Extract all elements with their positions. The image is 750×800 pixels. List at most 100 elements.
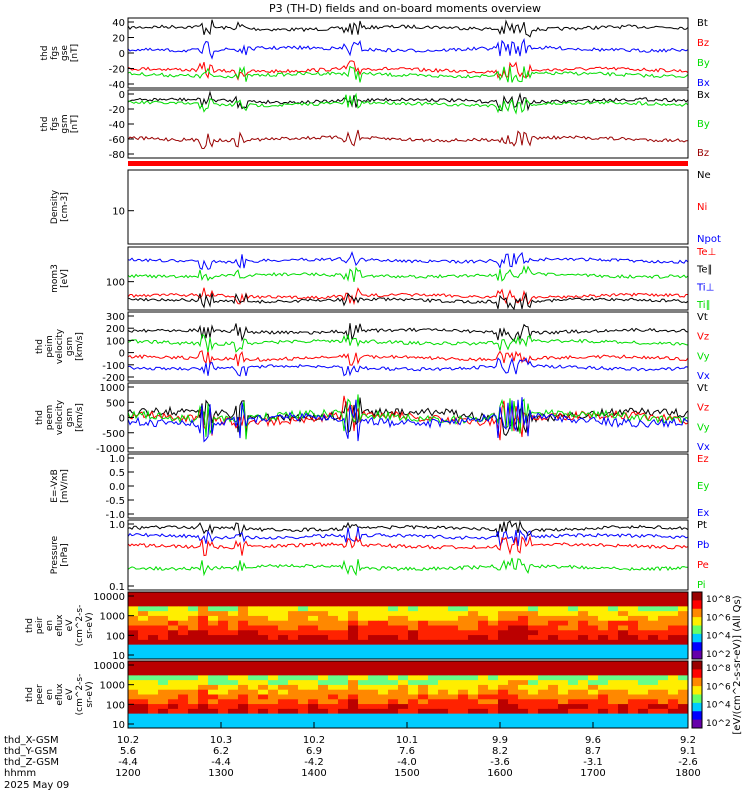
heatmap-cell bbox=[238, 713, 249, 719]
heatmap-cell bbox=[348, 601, 359, 607]
heatmap-cell bbox=[668, 644, 679, 650]
heatmap-cell bbox=[328, 601, 339, 607]
heatmap-cell bbox=[378, 704, 389, 710]
heatmap-cell bbox=[188, 644, 199, 650]
colorbar-tick: 10^8 bbox=[706, 664, 731, 674]
heatmap-cell bbox=[668, 635, 679, 641]
heatmap-cell bbox=[508, 689, 519, 695]
heatmap-cell bbox=[478, 620, 489, 626]
heatmap-cell bbox=[378, 723, 389, 729]
heatmap-cell bbox=[488, 620, 499, 626]
heatmap-cell bbox=[248, 639, 259, 646]
heatmap-cell bbox=[268, 606, 279, 612]
heatmap-cell bbox=[518, 596, 529, 603]
heatmap-cell bbox=[188, 661, 199, 667]
heatmap-cell bbox=[538, 723, 549, 729]
heatmap-cell bbox=[198, 644, 209, 650]
heatmap-cell bbox=[378, 601, 389, 607]
heatmap-cell bbox=[328, 606, 339, 612]
heatmap-cell bbox=[288, 665, 299, 672]
heatmap-cell bbox=[428, 699, 439, 705]
y-label-line: eflux bbox=[55, 683, 65, 706]
heatmap-cell bbox=[558, 675, 569, 681]
panel-frame bbox=[127, 660, 689, 729]
heatmap-cell bbox=[588, 649, 599, 655]
heatmap-cell bbox=[598, 684, 609, 691]
heatmap-cell bbox=[288, 625, 299, 631]
heatmap-cell bbox=[438, 713, 449, 719]
heatmap-cell bbox=[128, 680, 139, 686]
heatmap-cell bbox=[678, 694, 689, 700]
y-label-line: eV bbox=[65, 688, 75, 701]
heatmap-cell bbox=[218, 592, 229, 598]
heatmap-cell bbox=[588, 596, 599, 603]
heatmap-cell bbox=[498, 630, 509, 636]
heatmap-cell bbox=[618, 680, 629, 686]
heatmap-cell bbox=[588, 661, 599, 667]
heatmap-cell bbox=[298, 689, 309, 695]
heatmap-cell bbox=[538, 689, 549, 695]
heatmap-cell bbox=[268, 611, 279, 617]
heatmap-cell bbox=[248, 635, 259, 641]
footer-value: 1600 bbox=[487, 768, 512, 779]
heatmap-cell bbox=[578, 630, 589, 636]
heatmap-cell bbox=[388, 644, 399, 650]
heatmap-cell bbox=[658, 661, 669, 667]
heatmap-cell bbox=[338, 654, 349, 660]
heatmap-cell bbox=[128, 654, 139, 660]
heatmap-cell bbox=[588, 611, 599, 617]
heatmap-cell bbox=[338, 635, 349, 641]
heatmap-cell bbox=[228, 644, 239, 650]
colorbar-band bbox=[692, 686, 702, 695]
heatmap-cell bbox=[368, 620, 379, 626]
heatmap-cell bbox=[168, 718, 179, 724]
heatmap-cell bbox=[598, 611, 609, 617]
heatmap-cell bbox=[438, 649, 449, 655]
heatmap-cell bbox=[658, 684, 669, 691]
heatmap-cell bbox=[188, 635, 199, 641]
y-label-line: gsm bbox=[60, 114, 70, 133]
heatmap-cell bbox=[408, 620, 419, 626]
heatmap-cell bbox=[378, 718, 389, 724]
heatmap-cell bbox=[488, 699, 499, 705]
heatmap-cell bbox=[648, 694, 659, 700]
heatmap-cell bbox=[308, 592, 319, 598]
legend-entry: Bx bbox=[697, 90, 710, 101]
heatmap-cell bbox=[168, 704, 179, 710]
footer-value: 9.9 bbox=[492, 735, 508, 746]
heatmap-cell bbox=[488, 654, 499, 660]
heatmap-cell bbox=[148, 620, 159, 626]
heatmap-cell bbox=[538, 592, 549, 598]
heatmap-cell bbox=[218, 649, 229, 655]
heatmap-cell bbox=[618, 713, 629, 719]
heatmap-cell bbox=[588, 694, 599, 700]
heatmap-cell bbox=[438, 675, 449, 681]
heatmap-cell bbox=[628, 644, 639, 650]
heatmap-cell bbox=[488, 718, 499, 724]
heatmap-cell bbox=[458, 680, 469, 686]
heatmap-cell bbox=[308, 723, 319, 729]
heatmap-cell bbox=[498, 601, 509, 607]
heatmap-cell bbox=[658, 615, 669, 622]
heatmap-cell bbox=[128, 718, 139, 724]
heatmap-cell bbox=[438, 630, 449, 636]
legend-entry: Vt bbox=[697, 312, 708, 323]
legend-entry: Npot bbox=[697, 234, 721, 245]
heatmap-cell bbox=[658, 625, 669, 631]
heatmap-cell bbox=[158, 689, 169, 695]
heatmap-cell bbox=[178, 694, 189, 700]
heatmap-cell bbox=[298, 723, 309, 729]
heatmap-cell bbox=[628, 654, 639, 660]
heatmap-cell bbox=[128, 601, 139, 607]
heatmap-cell bbox=[398, 606, 409, 612]
heatmap-cell bbox=[278, 654, 289, 660]
heatmap-cell bbox=[198, 620, 209, 626]
colorbar-frame bbox=[691, 591, 703, 660]
heatmap-cell bbox=[668, 649, 679, 655]
heatmap-cell bbox=[578, 675, 589, 681]
heatmap-cell bbox=[208, 596, 219, 603]
heatmap-cell bbox=[318, 718, 329, 724]
heatmap-cell bbox=[338, 718, 349, 724]
heatmap-cell bbox=[248, 661, 259, 667]
heatmap-cell bbox=[288, 680, 299, 686]
